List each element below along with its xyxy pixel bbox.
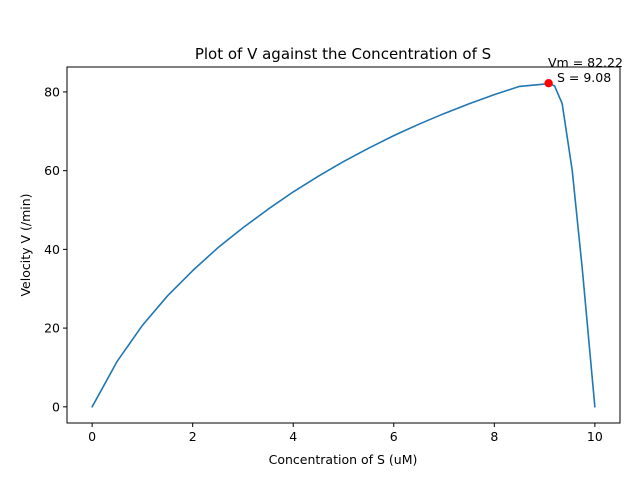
x-tick-label: 6	[390, 429, 398, 444]
x-axis: 0 2 4 6 8 10	[88, 423, 603, 444]
y-tick-label: 60	[44, 163, 60, 178]
x-tick-label: 8	[490, 429, 498, 444]
max-point-marker	[544, 78, 553, 88]
y-axis: 0 20 40 60 80	[44, 84, 67, 414]
plot-layer	[91, 78, 596, 408]
y-tick-label: 40	[44, 242, 60, 257]
plot-frame	[66, 66, 621, 424]
y-axis-label: Velocity V (/min)	[18, 193, 33, 296]
y-tick-label: 20	[44, 321, 60, 336]
x-tick-label: 2	[189, 429, 197, 444]
y-tick-label: 0	[52, 399, 60, 414]
x-axis-label: Concentration of S (uM)	[269, 452, 418, 467]
chart-title: Plot of V against the Concentration of S	[195, 45, 491, 63]
max-annotation-line1: Vm = 82.22	[548, 55, 623, 70]
y-tick-label: 80	[44, 84, 60, 99]
x-tick-label: 0	[88, 429, 96, 444]
x-tick-label: 10	[587, 429, 603, 444]
max-annotation-line2: S = 9.08	[557, 70, 611, 85]
series-line-0	[91, 82, 596, 408]
x-tick-label: 4	[289, 429, 297, 444]
